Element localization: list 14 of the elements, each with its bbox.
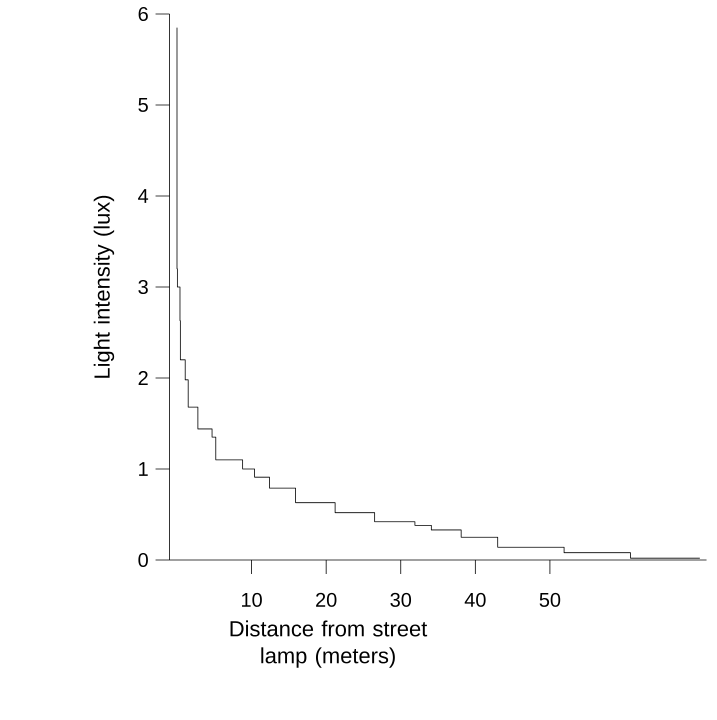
y-tick-label: 6 bbox=[138, 6, 148, 22]
x-tick-label: 20 bbox=[316, 592, 336, 607]
y-tick-label: 2 bbox=[138, 371, 148, 385]
x-tick-label: 40 bbox=[464, 592, 486, 607]
x-tick-label: 10 bbox=[242, 592, 262, 607]
y-tick-label: 0 bbox=[138, 552, 148, 568]
y-tick-label: 3 bbox=[138, 280, 148, 294]
y-axis-title: Light intensity (lux) bbox=[94, 196, 114, 378]
x-tick-label: 30 bbox=[390, 592, 412, 607]
y-tick-label: 1 bbox=[139, 462, 148, 476]
y-tick-label: 5 bbox=[138, 98, 148, 112]
x-tick-label: 50 bbox=[540, 592, 560, 607]
y-tick-label: 4 bbox=[138, 189, 148, 203]
x-axis-title: Distance from street lamp (meters) bbox=[230, 620, 428, 668]
